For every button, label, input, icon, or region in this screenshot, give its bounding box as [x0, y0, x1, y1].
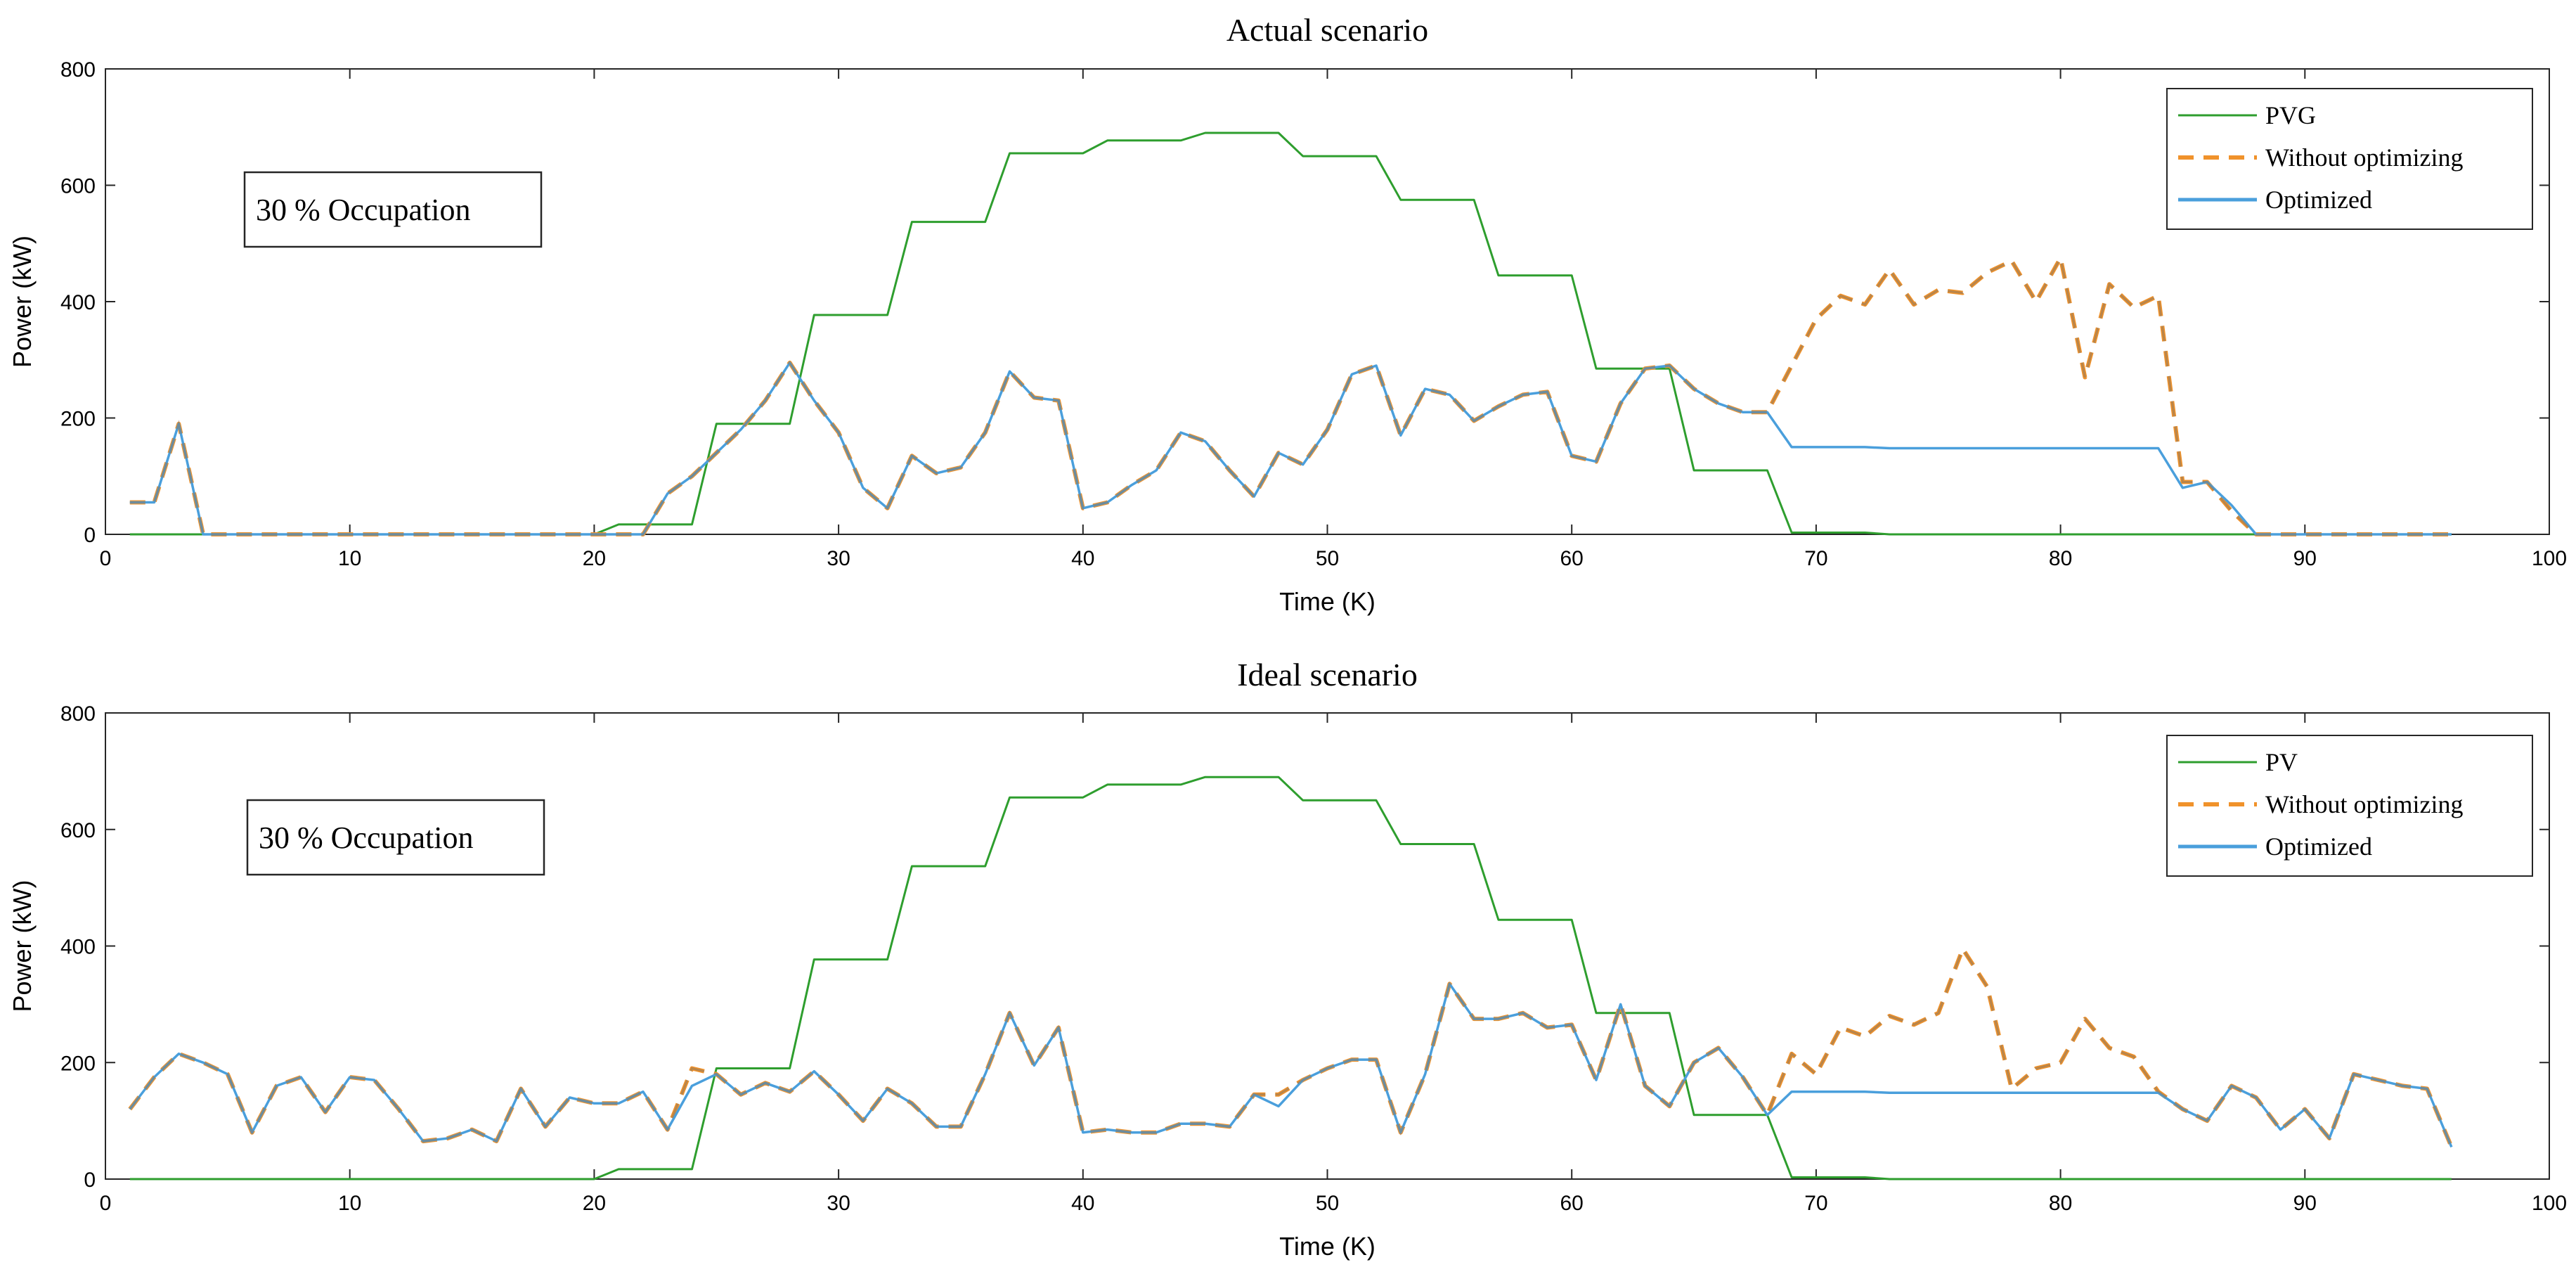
y-tick-label: 400: [60, 936, 96, 959]
legend-label-0: PVG: [2265, 101, 2316, 129]
x-tick-label: 100: [2532, 1192, 2567, 1215]
series-overlay-without-optimizing: [129, 255, 2452, 536]
x-tick-label: 40: [1071, 547, 1094, 570]
legend: PVG Without optimizing Optimized: [2166, 88, 2533, 230]
series-overlay-without-optimizing: [129, 946, 2453, 1147]
x-tick-label: 30: [827, 547, 850, 570]
legend-label-1: Without optimizing: [2265, 143, 2464, 172]
x-tick-label: 20: [583, 1192, 606, 1215]
y-tick-label: 200: [60, 1052, 96, 1075]
legend-label-1: Without optimizing: [2265, 790, 2464, 818]
plot-area: [105, 712, 2550, 1180]
x-tick-label: 10: [338, 1192, 361, 1215]
y-tick-label: 600: [60, 175, 96, 198]
y-tick-label: 400: [60, 291, 96, 314]
series-line-pv: [129, 776, 2452, 1180]
legend-box: [2166, 735, 2533, 877]
annotation-box: [243, 171, 543, 248]
chart-title: Actual scenario: [1226, 12, 1428, 48]
x-tick-label: 0: [100, 547, 112, 570]
x-tick-label: 80: [2049, 1192, 2072, 1215]
x-tick-label: 70: [1804, 547, 1827, 570]
x-tick-label: 100: [2532, 547, 2567, 570]
chart-title: Ideal scenario: [1237, 657, 1418, 693]
x-axis-label: Time (K): [1279, 1232, 1376, 1261]
x-tick-label: 60: [1560, 1192, 1584, 1215]
x-tick-label: 20: [583, 547, 606, 570]
x-tick-label: 40: [1071, 1192, 1094, 1215]
x-tick-label: 70: [1804, 1192, 1827, 1215]
annotation: 30 % Occupation: [243, 171, 543, 248]
x-tick-label: 50: [1316, 547, 1339, 570]
chart-panel-1: Ideal scenario 0 10 20 30 40 50 60 70 80 90 100 0 200…: [8, 657, 2567, 1261]
legend-box: [2166, 88, 2533, 230]
x-tick-label: 80: [2049, 547, 2072, 570]
legend-label-2: Optimized: [2265, 832, 2372, 861]
chart-panel-0: Actual scenario 0 10 20 30 40 50 60 70 80 90 100 0 20…: [8, 12, 2567, 616]
legend-label-2: Optimized: [2265, 186, 2372, 214]
y-tick-label: 0: [84, 524, 96, 547]
x-tick-label: 10: [338, 547, 361, 570]
legend: PV Without optimizing Optimized: [2166, 735, 2533, 877]
y-tick-label: 800: [60, 702, 96, 726]
y-axis-label: Power (kW): [8, 880, 37, 1012]
x-tick-label: 30: [827, 1192, 850, 1215]
annotation: 30 % Occupation: [246, 799, 545, 876]
x-tick-label: 50: [1316, 1192, 1339, 1215]
legend-label-0: PV: [2265, 748, 2298, 776]
x-tick-label: 90: [2293, 547, 2317, 570]
y-tick-label: 600: [60, 819, 96, 842]
annotation-box: [246, 799, 545, 876]
annotation-text: 30 % Occupation: [256, 193, 470, 227]
annotation-text: 30 % Occupation: [259, 821, 473, 855]
x-tick-label: 90: [2293, 1192, 2317, 1215]
y-tick-label: 0: [84, 1169, 96, 1192]
x-tick-label: 60: [1560, 547, 1584, 570]
x-axis-label: Time (K): [1279, 587, 1376, 616]
y-tick-label: 800: [60, 58, 96, 82]
x-tick-label: 0: [100, 1192, 112, 1215]
y-tick-label: 200: [60, 408, 96, 431]
y-axis-label: Power (kW): [8, 236, 37, 368]
